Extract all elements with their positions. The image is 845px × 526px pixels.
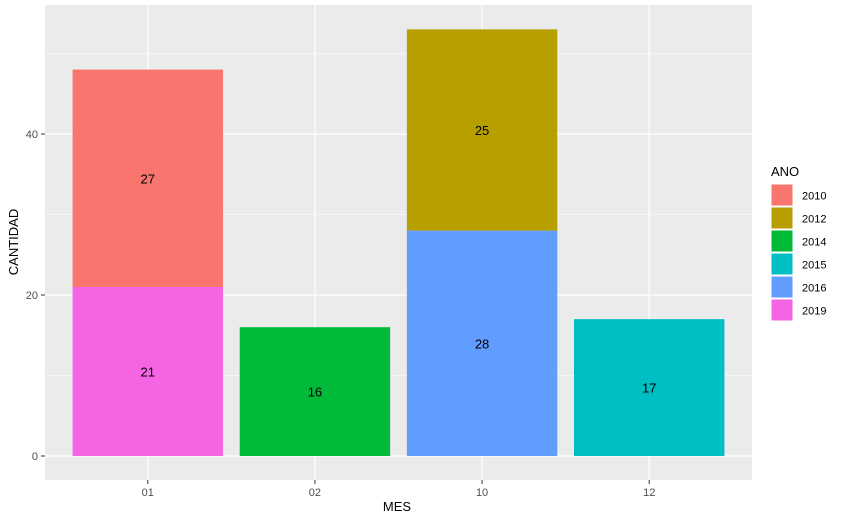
bar-01-2010 [72,69,224,287]
legend-key-2010 [770,183,794,207]
data-label-10-2016: 28 [475,336,489,351]
bar-01-2019 [72,286,224,456]
legend: ANO 2010 2012 2014 2015 2016 2019 [770,164,826,322]
legend-label-2019: 2019 [802,306,826,318]
bar-02-2014 [239,327,391,456]
data-label-10-2012: 25 [475,123,489,138]
legend-key-2014 [770,229,794,253]
data-label-02-2014: 16 [308,385,322,400]
legend-title: ANO [771,164,799,179]
x-axis-title: MES [383,499,412,514]
data-label-12-2015: 17 [642,381,656,396]
x-tick-label: 02 [309,487,321,499]
y-axis-title: CANTIDAD [6,209,21,275]
legend-key-2015 [770,252,794,276]
y-tick-label: 40 [26,129,38,141]
bar-10-2012 [406,29,558,231]
x-tick-label: 01 [142,487,154,499]
data-label-01-2010: 27 [141,171,155,186]
data-labels: 21 27 16 28 25 17 [141,123,657,400]
x-axis: 01 02 10 12 [142,480,655,499]
legend-label-2010: 2010 [802,191,826,203]
data-label-01-2019: 21 [141,364,155,379]
legend-key-2016 [770,275,794,299]
y-tick-label: 0 [32,451,38,463]
legend-label-2012: 2012 [802,214,826,226]
bar-12-2015 [573,319,725,456]
legend-key-2012 [770,206,794,230]
bar-10-2016 [406,230,558,456]
legend-label-2015: 2015 [802,260,826,272]
x-tick-label: 10 [476,487,488,499]
x-tick-label: 12 [643,487,655,499]
legend-label-2016: 2016 [802,283,826,295]
y-tick-label: 20 [26,290,38,302]
legend-key-2019 [770,298,794,322]
y-axis: 0 20 40 [26,129,45,463]
bars [72,29,725,456]
legend-label-2014: 2014 [802,237,826,249]
